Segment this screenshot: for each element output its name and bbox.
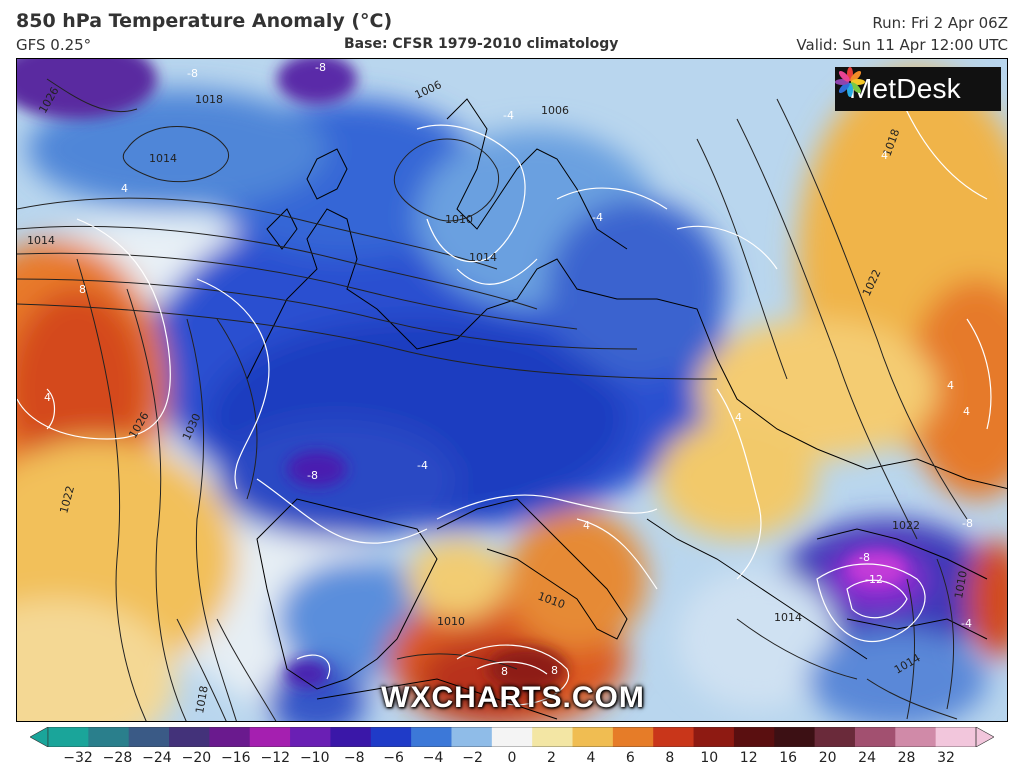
isobar-label: 1022 <box>892 519 920 532</box>
colorbar-max-arrow <box>975 727 994 747</box>
anomaly-label: 4 <box>735 411 742 424</box>
anomaly-field <box>17 59 1007 721</box>
isobar-label: 1018 <box>195 93 223 106</box>
run-time: Run: Fri 2 Apr 06Z <box>872 14 1008 32</box>
colorbar-ticks: −32 −28 −24 −20 −16 −12 −10 −8 −6 −4 −2 0 2 4 6 8 10 12 16… <box>0 748 1024 772</box>
isobar-label: 1014 <box>774 611 802 624</box>
colorbar-segment <box>48 727 89 747</box>
anomaly-label: 4 <box>947 379 954 392</box>
colorbar-min-arrow <box>30 727 49 747</box>
colorbar-tick-label: 24 <box>858 750 876 766</box>
wxcharts-watermark: WXCHARTS.COM <box>381 681 645 714</box>
colorbar-tick-label: −28 <box>102 750 133 766</box>
isobar-label: 1010 <box>952 570 970 600</box>
anomaly-label: 8 <box>79 283 86 296</box>
model-name: GFS 0.25° <box>16 36 92 54</box>
anomaly-label: 4 <box>963 405 970 418</box>
isobar-label: 1006 <box>541 104 569 117</box>
colorbar-tick-label: 10 <box>700 750 719 766</box>
colorbar-tick-label: −8 <box>343 750 365 766</box>
colorbar-segment <box>814 727 856 747</box>
chart-title: 850 hPa Temperature Anomaly (°C) <box>16 10 393 32</box>
colorbar-tick-label: 12 <box>739 750 758 766</box>
anomaly-label: 4 <box>583 519 590 532</box>
isobar-label: 1018 <box>193 685 211 715</box>
metdesk-flower-icon <box>835 67 865 97</box>
colorbar-segment <box>612 727 654 747</box>
anomaly-label: -12 <box>865 573 883 586</box>
colorbar-tick-label: 20 <box>818 750 837 766</box>
isobar-label: 1014 <box>469 251 497 264</box>
colorbar-tick-label: −10 <box>299 750 330 766</box>
colorbar <box>30 727 994 747</box>
anomaly-label: 4 <box>881 149 888 162</box>
anomaly-label: 4 <box>121 182 128 195</box>
colorbar-segment <box>330 727 372 747</box>
colorbar-segment <box>370 727 412 747</box>
colorbar-segment <box>411 727 453 747</box>
colorbar-segment <box>88 727 130 747</box>
colorbar-segment <box>733 727 775 747</box>
colorbar-segment <box>935 727 977 747</box>
anomaly-label: -8 <box>315 61 326 74</box>
anomaly-label: -4 <box>961 617 972 630</box>
anomaly-label: -8 <box>962 517 973 530</box>
colorbar-tick-label: 0 <box>507 750 517 766</box>
anomaly-label: -4 <box>417 459 428 472</box>
isobar-label: 1014 <box>149 152 177 165</box>
colorbar-tick-label: −4 <box>422 750 444 766</box>
colorbar-segment <box>451 727 493 747</box>
colorbar-tick-label: −16 <box>221 750 251 766</box>
colorbar-tick-label: −20 <box>181 750 212 766</box>
weather-map: 1026 1018 1014 1006 1006 1010 1014 1014 … <box>16 58 1008 722</box>
colorbar-segment <box>128 727 170 747</box>
colorbar-tick-label: 4 <box>586 750 596 766</box>
anomaly-label: 4 <box>44 391 51 404</box>
colorbar-tick-label: 32 <box>937 750 955 766</box>
anomaly-label: 8 <box>551 664 558 677</box>
colorbar-tick-label: −24 <box>142 750 172 766</box>
colorbar-segment <box>249 727 291 747</box>
colorbar-segment <box>653 727 695 747</box>
colorbar-tick-label: −12 <box>260 750 291 766</box>
anomaly-label: -8 <box>187 67 198 80</box>
anomaly-label: -4 <box>592 211 603 224</box>
anomaly-label: -8 <box>859 551 870 564</box>
colorbar-tick-label: −32 <box>63 750 93 766</box>
colorbar-segment <box>169 727 210 747</box>
colorbar-segment <box>572 727 614 747</box>
colorbar-tick-label: 8 <box>665 750 675 766</box>
isobar-label: 1010 <box>445 213 473 226</box>
colorbar-tick-label: 2 <box>546 750 556 766</box>
anomaly-label: 8 <box>501 665 508 678</box>
colorbar-segment <box>290 727 332 747</box>
metdesk-logo: MetDesk <box>835 67 1001 111</box>
coastlines <box>246 98 1007 720</box>
anomaly-label: -8 <box>307 469 318 482</box>
isobar-label: 1014 <box>27 234 55 247</box>
base-climatology: Base: CFSR 1979-2010 climatology <box>344 36 619 52</box>
colorbar-segment <box>854 727 896 747</box>
anomaly-map-svg: 1026 1018 1014 1006 1006 1010 1014 1014 … <box>17 59 1007 721</box>
colorbar-tick-label: −6 <box>383 750 404 766</box>
metdesk-logo-text: MetDesk <box>849 73 961 104</box>
colorbar-tick-label: −2 <box>462 750 483 766</box>
colorbar-segment <box>774 727 816 747</box>
anomaly-label: -4 <box>503 109 514 122</box>
colorbar-segment <box>532 727 574 747</box>
colorbar-border <box>47 727 977 747</box>
colorbar-segment <box>895 727 937 747</box>
colorbar-segment <box>693 727 735 747</box>
colorbar-tick-label: 6 <box>625 750 635 766</box>
colorbar-tick-label: 16 <box>779 750 798 766</box>
isobar-label: 1010 <box>437 615 465 628</box>
valid-time: Valid: Sun 11 Apr 12:00 UTC <box>796 36 1008 54</box>
colorbar-tick-label: 28 <box>897 750 916 766</box>
chart-header: 850 hPa Temperature Anomaly (°C) GFS 0.2… <box>0 0 1024 58</box>
colorbar-segment <box>491 727 533 747</box>
colorbar-segment <box>209 727 251 747</box>
